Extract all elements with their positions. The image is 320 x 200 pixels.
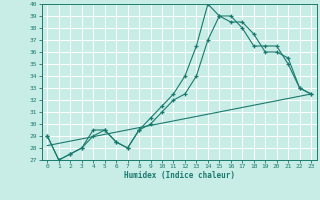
X-axis label: Humidex (Indice chaleur): Humidex (Indice chaleur) [124,171,235,180]
